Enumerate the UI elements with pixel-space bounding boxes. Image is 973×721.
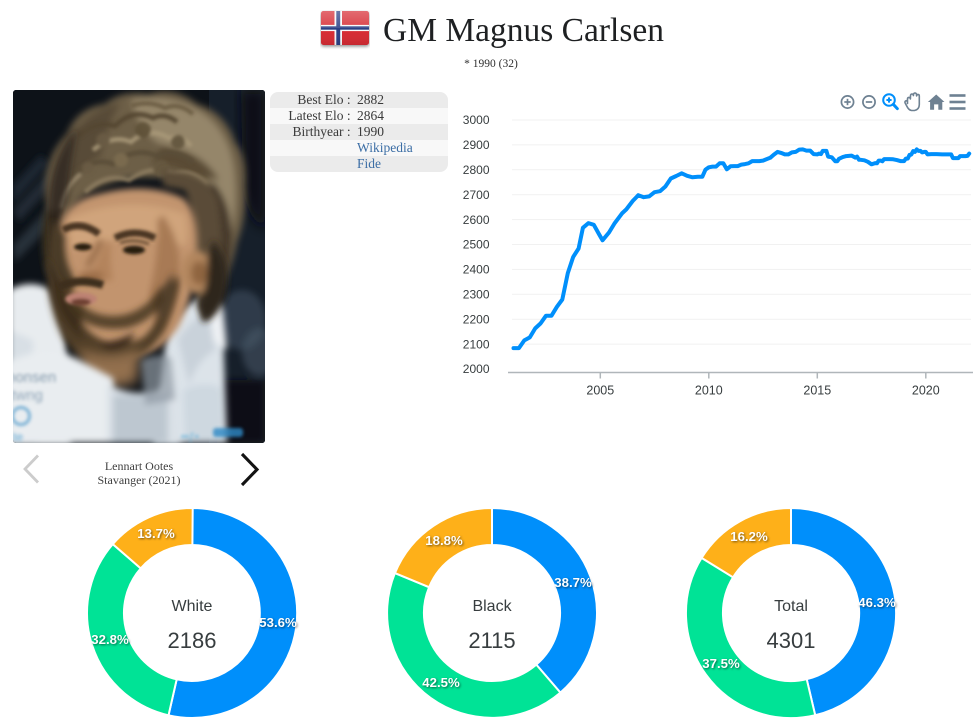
svg-text:te: te xyxy=(13,430,23,443)
svg-text:42.5%: 42.5% xyxy=(422,675,460,690)
svg-text:2010: 2010 xyxy=(695,384,723,398)
svg-text:38.7%: 38.7% xyxy=(554,575,592,590)
svg-text:37.5%: 37.5% xyxy=(702,656,740,671)
svg-text:2600: 2600 xyxy=(463,213,490,227)
svg-text:2400: 2400 xyxy=(463,263,490,277)
svg-text:2100: 2100 xyxy=(463,337,490,351)
svg-text:2300: 2300 xyxy=(463,288,490,302)
svg-text:2800: 2800 xyxy=(463,163,490,177)
svg-text:3000: 3000 xyxy=(463,113,490,127)
svg-text:••ƒ•: ••ƒ• xyxy=(181,431,199,443)
svg-text:2020: 2020 xyxy=(912,384,940,398)
svg-text:atwng: atwng xyxy=(13,387,43,404)
svg-text:2015: 2015 xyxy=(803,384,831,398)
svg-text:2700: 2700 xyxy=(463,188,490,202)
svg-text:2200: 2200 xyxy=(463,312,490,326)
svg-text:53.6%: 53.6% xyxy=(259,615,297,630)
svg-text:honsen: honsen xyxy=(13,369,56,386)
svg-text:2900: 2900 xyxy=(463,138,490,152)
svg-text:2005: 2005 xyxy=(586,384,614,398)
svg-text:2000: 2000 xyxy=(463,362,490,376)
svg-text:32.8%: 32.8% xyxy=(91,632,129,647)
svg-text:13.7%: 13.7% xyxy=(137,526,175,541)
svg-text:2500: 2500 xyxy=(463,238,490,252)
svg-text:18.8%: 18.8% xyxy=(425,533,463,548)
svg-text:16.2%: 16.2% xyxy=(730,529,768,544)
svg-text:46.3%: 46.3% xyxy=(858,595,896,610)
